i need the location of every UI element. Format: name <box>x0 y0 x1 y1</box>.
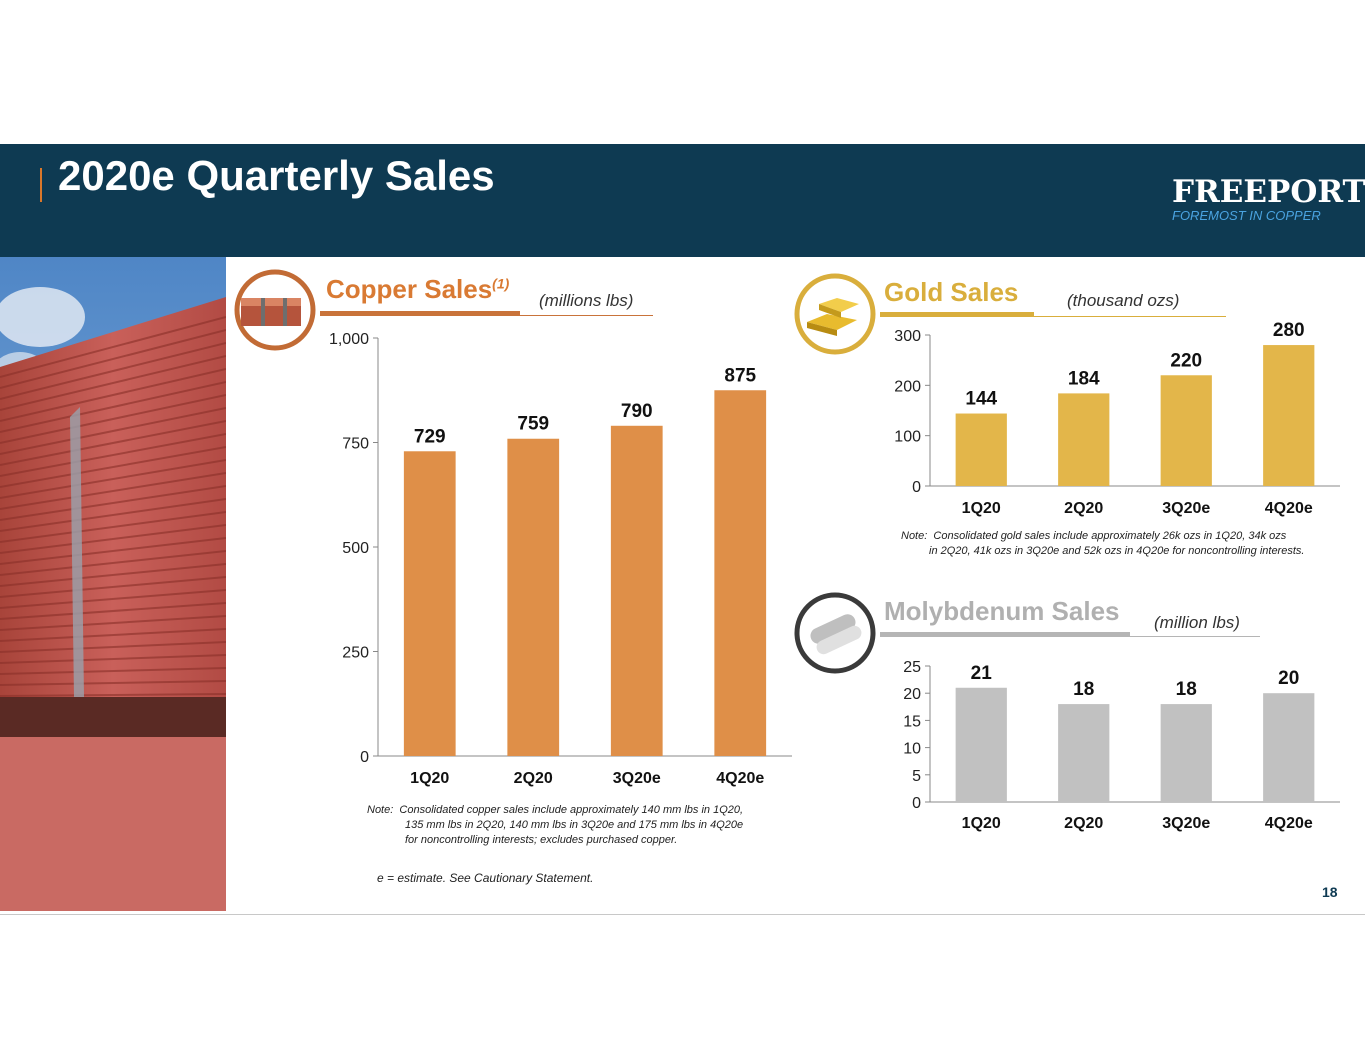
gold-category-label: 1Q20 <box>962 500 1001 517</box>
moly-y-tick-label: 0 <box>912 795 921 812</box>
gold-category-label: 2Q20 <box>1064 500 1103 517</box>
gold-y-tick-label: 100 <box>894 429 921 446</box>
gold-units: (thousand ozs) <box>1067 291 1180 310</box>
moly-data-label: 20 <box>1278 668 1299 689</box>
copper-bar <box>714 390 767 756</box>
header-banner: 2020e Quarterly Sales FREEPORT FOREMOST … <box>0 144 1365 257</box>
molybdenum-rod-icon <box>794 592 876 674</box>
page-title: 2020e Quarterly Sales <box>58 152 495 199</box>
copper-note-label: Note: <box>367 804 394 816</box>
moly-bar <box>1160 704 1212 802</box>
moly-title-rule <box>1130 636 1260 637</box>
copper-category-label: 2Q20 <box>514 770 553 787</box>
copper-data-label: 875 <box>724 365 756 386</box>
logo-tagline: FOREMOST IN COPPER <box>1172 208 1321 223</box>
moly-category-label: 1Q20 <box>962 815 1001 832</box>
copper-cathode-image <box>0 257 226 911</box>
estimate-note: e = estimate. See Cautionary Statement. <box>377 871 594 885</box>
copper-y-tick-label: 750 <box>342 436 369 453</box>
gold-data-label: 280 <box>1273 322 1305 341</box>
moly-bar <box>1058 704 1110 802</box>
gold-y-tick-label: 300 <box>894 328 921 345</box>
moly-y-tick-label: 10 <box>903 741 921 758</box>
gold-title-rule <box>1034 316 1226 317</box>
gold-note: Note: Consolidated gold sales include ap… <box>901 529 1351 559</box>
gold-note-label: Note: <box>901 530 928 542</box>
gold-bar <box>955 413 1007 486</box>
gold-sales-chart: 0 100 200 300 144 1Q20 184 2Q20 220 3Q20e 280 4Q20e <box>894 322 1340 517</box>
moly-units: (million lbs) <box>1154 613 1240 632</box>
copper-sales-chart: 0 250 500 750 1,000 729 1Q20 759 2Q20 790 3Q20e 875… <box>329 331 792 787</box>
gold-bar <box>1160 375 1212 486</box>
copper-category-label: 3Q20e <box>613 770 661 787</box>
title-accent <box>40 168 42 202</box>
moly-bar <box>1263 693 1315 802</box>
copper-y-tick-label: 0 <box>360 749 369 766</box>
molybdenum-sales-chart: 0 5 10 15 20 25 21 1Q20 18 2Q20 18 3Q20e 20 4Q20e <box>903 659 1340 832</box>
moly-category-label: 4Q20e <box>1265 815 1313 832</box>
copper-cathode-photo <box>0 257 226 911</box>
copper-bar <box>507 438 560 756</box>
slide: 2020e Quarterly Sales FREEPORT FOREMOST … <box>0 144 1365 915</box>
copper-category-label: 1Q20 <box>410 770 449 787</box>
gold-note-line-2: in 2Q20, 41k ozs in 3Q20e and 52k ozs in… <box>929 545 1305 557</box>
copper-units: (millions lbs) <box>539 291 634 310</box>
moly-y-tick-label: 5 <box>912 768 921 785</box>
copper-data-label: 759 <box>517 414 549 435</box>
copper-note: Note: Consolidated copper sales include … <box>367 803 787 848</box>
moly-category-label: 2Q20 <box>1064 815 1103 832</box>
moly-y-tick-label: 20 <box>903 686 921 703</box>
copper-data-label: 790 <box>621 401 653 422</box>
gold-category-label: 4Q20e <box>1265 500 1313 517</box>
moly-y-tick-label: 25 <box>903 659 921 676</box>
copper-bar <box>403 451 456 756</box>
copper-section-title: Copper Sales(1) <box>326 274 509 305</box>
copper-title-text: Copper Sales <box>326 274 493 304</box>
copper-icon <box>234 269 316 351</box>
moly-bar <box>955 687 1007 802</box>
gold-section-title: Gold Sales <box>884 277 1019 307</box>
gold-data-label: 184 <box>1068 368 1100 389</box>
gold-category-label: 3Q20e <box>1162 500 1210 517</box>
copper-data-label: 729 <box>414 426 446 447</box>
copper-superscript: (1) <box>492 275 510 292</box>
copper-y-tick-label: 250 <box>342 645 369 662</box>
copper-note-line-2: 135 mm lbs in 2Q20, 140 mm lbs in 3Q20e … <box>405 819 744 831</box>
gold-bar <box>1058 393 1110 486</box>
gold-title-underline <box>880 312 1034 317</box>
moly-title-underline <box>880 632 1130 637</box>
copper-category-label: 4Q20e <box>716 770 764 787</box>
copper-y-tick-label: 500 <box>342 540 369 557</box>
copper-note-line-1: Consolidated copper sales include approx… <box>399 804 744 816</box>
gold-data-label: 144 <box>965 389 997 410</box>
copper-title-rule <box>520 315 653 316</box>
page-number: 18 <box>1322 884 1338 900</box>
moly-data-label: 18 <box>1073 679 1094 700</box>
moly-data-label: 18 <box>1176 679 1197 700</box>
gold-data-label: 220 <box>1170 350 1202 371</box>
gold-bar <box>1263 345 1315 486</box>
moly-data-label: 21 <box>971 663 993 684</box>
moly-category-label: 3Q20e <box>1162 815 1210 832</box>
copper-title-underline <box>320 311 520 316</box>
moly-y-tick-label: 15 <box>903 713 921 730</box>
copper-y-tick-label: 1,000 <box>329 331 369 348</box>
copper-bar <box>610 425 663 756</box>
gold-bar-icon <box>794 273 876 355</box>
freeport-logo: FREEPORT <box>1172 174 1365 210</box>
gold-note-line-1: Consolidated gold sales include approxim… <box>933 530 1287 542</box>
gold-y-tick-label: 200 <box>894 378 921 395</box>
gold-y-tick-label: 0 <box>912 479 921 496</box>
copper-note-line-3: for noncontrolling interests; excludes p… <box>405 834 678 846</box>
moly-section-title: Molybdenum Sales <box>884 596 1120 626</box>
